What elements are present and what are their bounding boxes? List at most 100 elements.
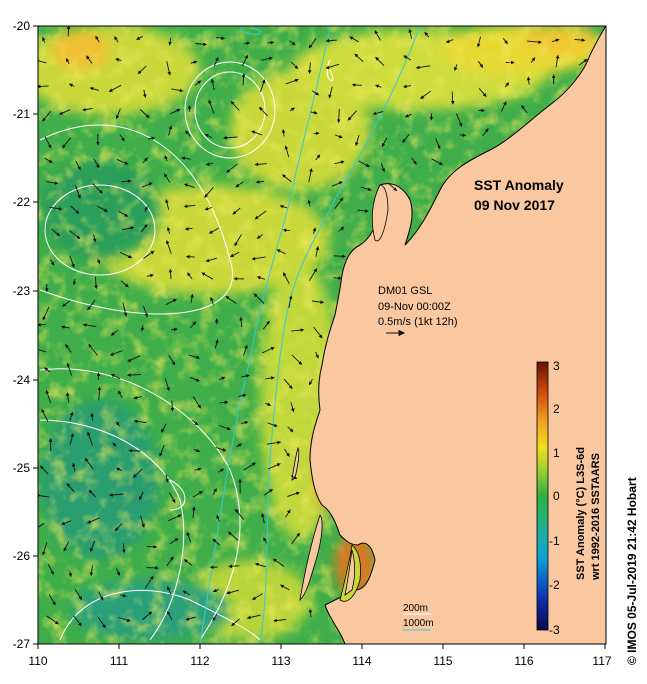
current-arrow-head <box>208 99 212 104</box>
current-arrow-head <box>123 313 128 318</box>
current-arrow-head <box>168 125 173 130</box>
current-arrow-head <box>381 168 385 173</box>
current-arrow-head <box>163 173 168 178</box>
lat-tick-label: -23 <box>13 284 31 298</box>
current-arrow-head <box>282 228 287 233</box>
current-arrow-head <box>231 622 236 627</box>
current-arrow-head <box>294 78 299 83</box>
current-arrow-head <box>253 293 258 298</box>
current-arrow-head <box>226 169 231 173</box>
current-arrow-head <box>168 41 172 46</box>
lat-tick-label: -25 <box>13 461 31 475</box>
lat-tick-label: -22 <box>13 195 31 209</box>
cape-peninsula <box>371 184 389 242</box>
current-arrow-head <box>242 393 247 398</box>
current-arrow-head <box>90 412 94 417</box>
current-arrow-head <box>290 107 295 112</box>
plot-frame <box>37 25 607 645</box>
current-arrow-head <box>45 288 49 293</box>
current-arrow-head <box>221 36 226 40</box>
current-arrow-head <box>233 277 238 281</box>
current-arrow-head <box>192 506 196 511</box>
colorbar-tick: 3 <box>553 359 560 373</box>
current-arrow-head <box>96 372 101 376</box>
current-arrow-head <box>60 325 65 329</box>
current-arrow-head <box>229 253 235 258</box>
current-arrow-head <box>212 588 217 593</box>
current-arrow-head <box>87 431 91 436</box>
current-arrow-head <box>300 328 305 332</box>
current-arrow-head <box>320 300 325 304</box>
current-arrow-head <box>183 204 188 208</box>
current-arrow-head <box>268 489 273 493</box>
current-arrow-head <box>72 281 77 286</box>
current-arrow-head <box>42 36 46 42</box>
current-arrow-head <box>50 570 54 575</box>
current-arrow-head <box>318 334 323 339</box>
current-arrow-head <box>112 442 117 447</box>
isobaths <box>199 26 421 644</box>
current-arrow-head <box>230 100 235 105</box>
current-arrow-head <box>169 556 174 561</box>
current-arrow-head <box>183 183 188 187</box>
current-arrow-head <box>261 79 266 84</box>
colorbar-tick: -1 <box>549 534 560 548</box>
current-arrow-head <box>251 256 256 261</box>
current-arrow <box>38 522 45 528</box>
current-arrow-head <box>415 65 420 70</box>
current-arrow-head <box>172 298 178 303</box>
current-arrow-head <box>194 421 199 426</box>
current-arrow-head <box>166 387 170 392</box>
current-arrow-head <box>458 122 463 128</box>
current-arrow-head <box>54 181 59 185</box>
current-arrow-head <box>68 573 73 578</box>
current-arrow-head <box>143 223 148 228</box>
current-arrow-head <box>204 207 209 211</box>
current-arrow-head <box>149 575 154 580</box>
current-arrow-head <box>41 408 45 414</box>
current-arrow-head <box>276 249 281 253</box>
lon-tick-label: 112 <box>190 654 209 668</box>
current-arrow-head <box>161 428 165 434</box>
current-arrow-head <box>82 323 87 327</box>
current-arrow-head <box>293 475 298 480</box>
current-arrow-head <box>89 86 94 91</box>
current-arrow-head <box>289 428 294 433</box>
current-arrow-head <box>165 478 169 483</box>
current-arrow-head <box>195 355 201 359</box>
current-arrow-head <box>244 420 249 425</box>
current-arrow-head <box>58 206 63 211</box>
current-arrow-head <box>81 107 86 112</box>
current-arrow-head <box>114 527 119 532</box>
current-arrow-head <box>420 95 425 100</box>
current-arrow-head <box>424 31 429 36</box>
current-arrow-head <box>462 133 467 137</box>
current-arrow-head <box>183 559 188 563</box>
current-arrow-head <box>127 358 132 362</box>
current-arrow-head <box>338 134 343 139</box>
current-arrow-head <box>182 590 187 595</box>
current-arrow-head <box>222 447 227 452</box>
current-arrow-head <box>187 272 191 277</box>
current-arrow-head <box>282 272 287 277</box>
current-arrow-head <box>50 261 55 266</box>
station-label: DM01 GSL <box>378 285 432 297</box>
current-arrow-head <box>298 361 303 365</box>
current-arrow-head <box>251 462 257 467</box>
current-arrow-head <box>187 104 192 109</box>
lat-tick-label: -26 <box>13 549 31 563</box>
current-arrow-head <box>65 392 70 397</box>
lat-tick-label: -24 <box>13 373 31 387</box>
current-arrow-head <box>122 593 127 598</box>
current-arrow <box>38 349 47 353</box>
current-arrow-head <box>256 235 261 239</box>
current-arrow-head <box>349 36 354 40</box>
current-arrow-head <box>225 296 230 300</box>
current-arrow-head <box>133 419 138 424</box>
current-arrow-head <box>273 618 278 623</box>
current-arrow-head <box>151 136 156 141</box>
current-arrow-head <box>204 134 209 138</box>
current-arrow-head <box>290 408 295 413</box>
current-arrow-head <box>339 197 344 202</box>
current-arrow-head <box>168 268 173 273</box>
